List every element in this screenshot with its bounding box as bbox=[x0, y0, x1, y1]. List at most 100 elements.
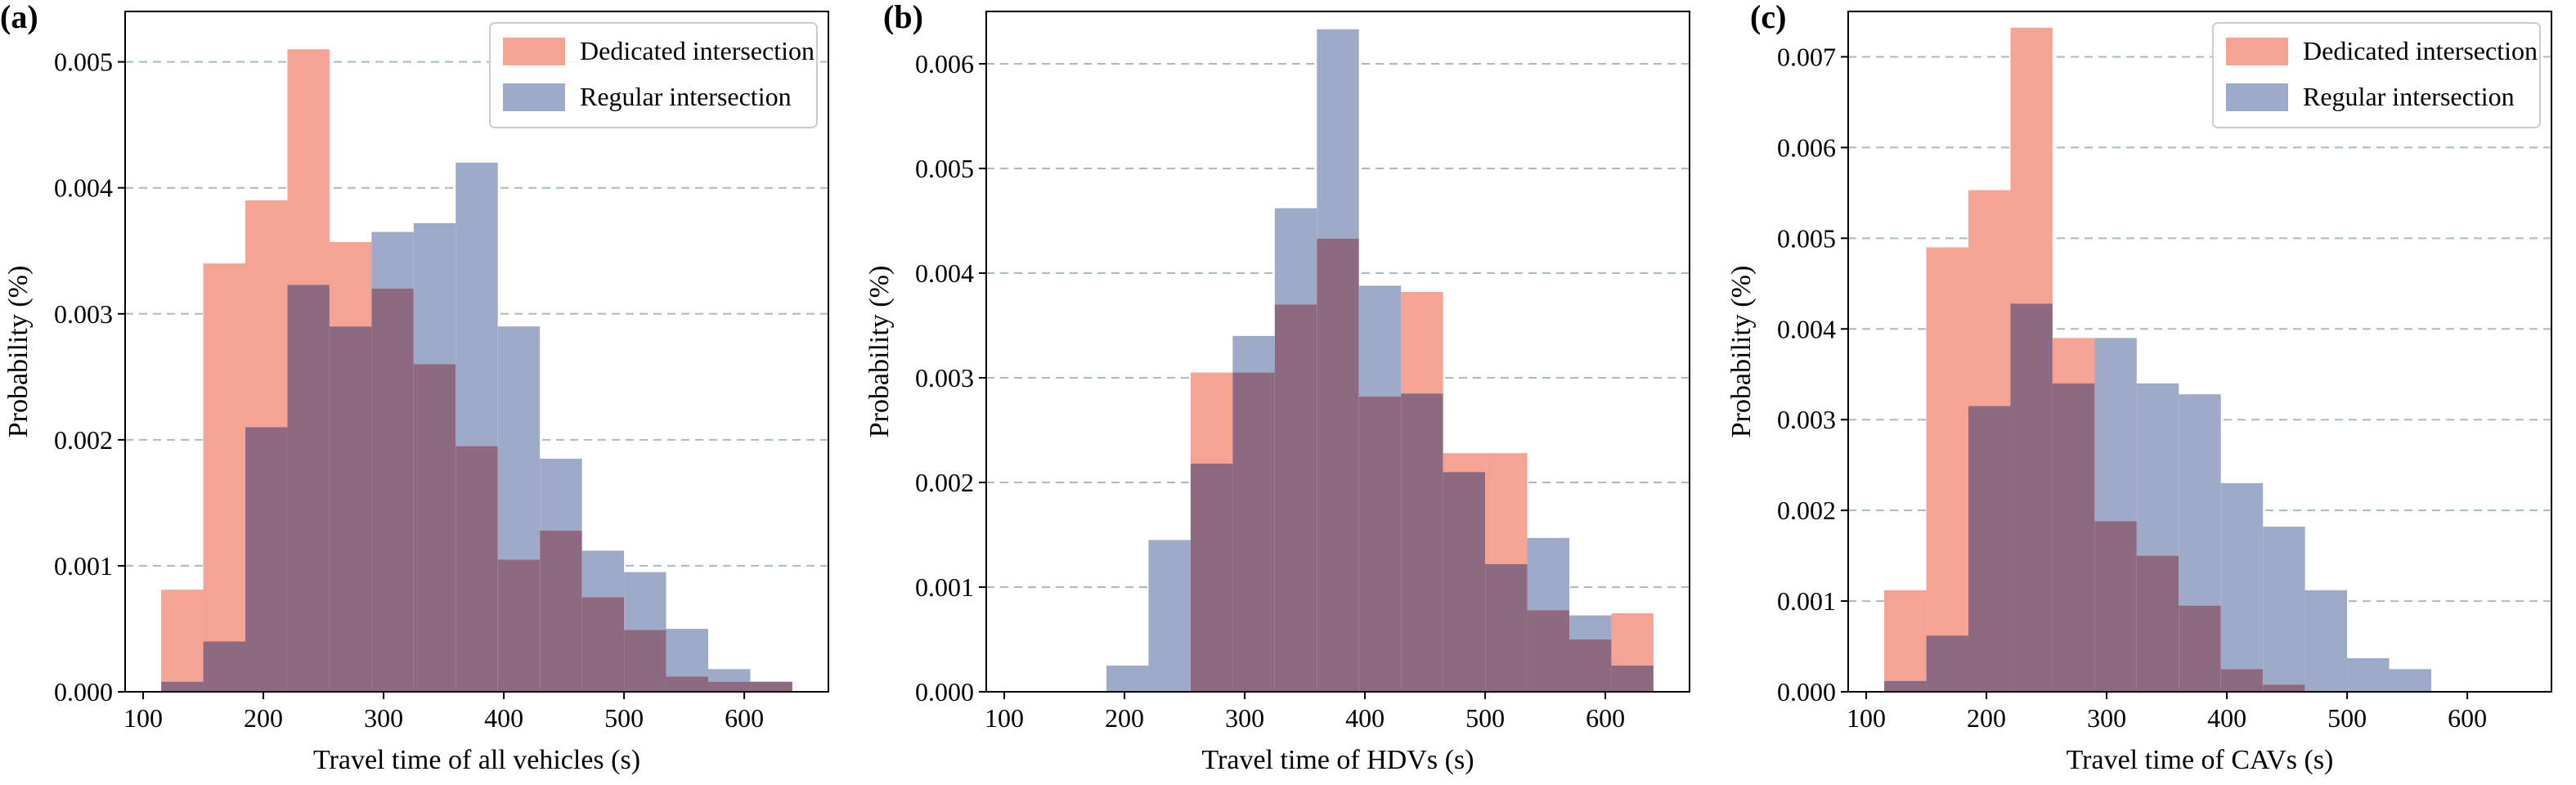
legend: Dedicated intersection Regular intersecti… bbox=[2212, 22, 2541, 128]
bar-regular bbox=[1568, 615, 1612, 639]
bar-overlap bbox=[2136, 555, 2179, 692]
bar-regular bbox=[1358, 285, 1402, 397]
bar-overlap bbox=[329, 326, 372, 692]
bar-regular bbox=[2304, 590, 2348, 692]
plot-frame bbox=[124, 11, 829, 693]
legend-label: Regular intersection bbox=[2303, 82, 2515, 111]
x-tick-label: 100 bbox=[1847, 703, 1886, 733]
bar-overlap bbox=[203, 641, 246, 692]
bar-regular bbox=[707, 669, 751, 682]
x-tick-label: 600 bbox=[2448, 703, 2487, 733]
bar-overlap bbox=[456, 446, 498, 692]
bar-overlap bbox=[581, 597, 625, 692]
bar-dedicated bbox=[1190, 372, 1233, 464]
bar-regular bbox=[540, 458, 582, 531]
bar-overlap bbox=[371, 288, 414, 692]
x-tick-label: 500 bbox=[2327, 703, 2367, 733]
bar-overlap bbox=[2220, 669, 2264, 692]
y-tick-label: 0.003 bbox=[1777, 405, 1836, 434]
legend: Dedicated intersection Regular intersecti… bbox=[489, 22, 818, 128]
x-axis-label: Travel time of CAVs (s) bbox=[2067, 745, 2334, 775]
bar-overlap bbox=[750, 681, 792, 692]
y-tick-label: 0.001 bbox=[54, 551, 113, 581]
x-tick-label: 200 bbox=[244, 703, 283, 733]
x-tick-label: 300 bbox=[2087, 703, 2126, 733]
y-axis-label: Probability (%) bbox=[1726, 266, 1757, 438]
y-tick-label: 0.005 bbox=[915, 154, 974, 183]
bar-overlap bbox=[2094, 521, 2137, 692]
bar-dedicated bbox=[1401, 292, 1443, 394]
bar-overlap bbox=[287, 285, 330, 692]
bar-regular bbox=[2389, 669, 2431, 692]
bar-overlap bbox=[624, 630, 666, 692]
bar-regular bbox=[2347, 657, 2390, 692]
bar-dedicated bbox=[1968, 190, 2011, 406]
bar-overlap bbox=[1232, 372, 1275, 692]
legend-box bbox=[489, 22, 818, 128]
x-tick-label: 300 bbox=[1225, 703, 1264, 733]
legend-swatch bbox=[503, 83, 565, 111]
x-tick-label: 600 bbox=[725, 703, 764, 733]
x-tick-label: 400 bbox=[484, 703, 523, 733]
x-tick-label: 200 bbox=[1967, 703, 2006, 733]
bar-dedicated bbox=[161, 590, 204, 682]
y-tick-label: 0.006 bbox=[915, 49, 974, 78]
bar-regular bbox=[1232, 335, 1275, 373]
legend-swatch bbox=[2226, 38, 2288, 65]
legend-swatch bbox=[503, 38, 565, 65]
plot-frame bbox=[1847, 11, 2552, 693]
bar-regular bbox=[1106, 666, 1149, 692]
bar-dedicated bbox=[1926, 247, 1969, 636]
chart-panel-1: 0.000 0.001 0.002 0.003 0.004 0.005 100 200 300 4… bbox=[0, 0, 829, 775]
bar-regular bbox=[2136, 383, 2179, 556]
bar-overlap bbox=[1568, 639, 1612, 692]
bar-overlap bbox=[1884, 680, 1927, 692]
y-tick-label: 0.000 bbox=[1777, 677, 1836, 706]
bar-dedicated bbox=[203, 263, 246, 642]
bar-overlap bbox=[497, 559, 541, 692]
bar-overlap bbox=[666, 676, 708, 692]
x-tick-label: 600 bbox=[1586, 703, 1625, 733]
bar-overlap bbox=[2263, 684, 2305, 692]
y-tick-label: 0.000 bbox=[915, 677, 974, 706]
x-tick-label: 300 bbox=[364, 703, 403, 733]
bar-regular bbox=[2220, 482, 2264, 670]
x-tick-label: 400 bbox=[2207, 703, 2246, 733]
y-tick-label: 0.001 bbox=[915, 572, 974, 602]
y-tick-label: 0.003 bbox=[915, 363, 974, 392]
bar-overlap bbox=[1190, 463, 1233, 692]
bar-regular bbox=[1317, 29, 1359, 239]
bar-overlap bbox=[1401, 393, 1443, 692]
bar-dedicated bbox=[2010, 27, 2053, 304]
bar-overlap bbox=[1611, 666, 1654, 692]
x-tick-label: 200 bbox=[1105, 703, 1144, 733]
y-tick-label: 0.005 bbox=[1777, 223, 1836, 253]
panel-label: (b) bbox=[883, 0, 923, 35]
y-tick-label: 0.000 bbox=[54, 677, 113, 706]
bar-regular bbox=[2263, 527, 2305, 685]
bar-dedicated bbox=[1443, 453, 1486, 473]
y-axis-label: Probability (%) bbox=[864, 266, 895, 438]
x-tick-label: 500 bbox=[1465, 703, 1505, 733]
x-axis-label: Travel time of HDVs (s) bbox=[1201, 745, 1474, 775]
bar-overlap bbox=[1358, 397, 1402, 692]
bar-overlap bbox=[707, 681, 751, 692]
x-axis-label: Travel time of all vehicles (s) bbox=[313, 745, 640, 775]
x-tick-label: 400 bbox=[1345, 703, 1384, 733]
bar-dedicated bbox=[245, 200, 288, 428]
bar-regular bbox=[371, 231, 414, 289]
y-tick-label: 0.002 bbox=[54, 425, 113, 455]
bar-overlap bbox=[1926, 635, 1969, 692]
bar-overlap bbox=[1527, 610, 1569, 692]
bar-overlap bbox=[2179, 605, 2221, 692]
chart-panel-2: 0.000 0.001 0.002 0.003 0.004 0.005 0.006 100 20… bbox=[864, 0, 1690, 775]
y-tick-label: 0.002 bbox=[915, 468, 974, 497]
bar-regular bbox=[666, 628, 708, 677]
legend-label: Regular intersection bbox=[580, 82, 792, 111]
bar-overlap bbox=[1485, 563, 1528, 692]
y-tick-label: 0.007 bbox=[1777, 42, 1836, 71]
bar-overlap bbox=[161, 681, 204, 692]
bar-dedicated bbox=[1884, 590, 1927, 681]
bar-overlap bbox=[2010, 303, 2053, 692]
